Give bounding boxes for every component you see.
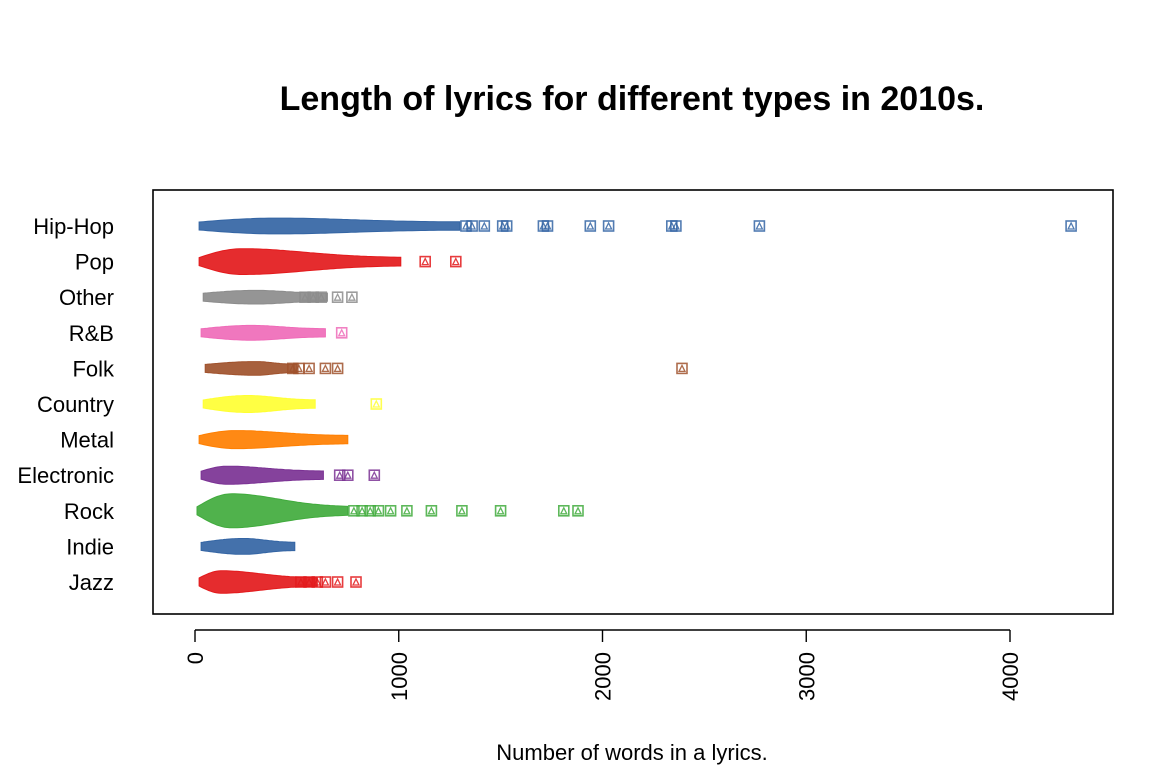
- outlier-rock-1: [356, 504, 368, 517]
- outlier-pop-0: [419, 255, 432, 268]
- outlier-hip-hop-8: [602, 220, 615, 232]
- category-label-indie: Indie: [66, 534, 114, 559]
- category-label-folk: Folk: [72, 356, 115, 381]
- x-tick-label-3000: 3000: [794, 652, 819, 701]
- outlier-electronic-0: [333, 469, 346, 482]
- density-other: [202, 289, 328, 305]
- density-metal: [198, 430, 349, 450]
- x-axis: 0 1000 2000 3000 4000: [183, 629, 1023, 701]
- outlier-r-b-0: [335, 326, 348, 339]
- category-label-metal: Metal: [60, 428, 114, 453]
- outlier-folk-2: [303, 362, 315, 375]
- x-tick-label-1000: 1000: [387, 652, 412, 701]
- density-country: [202, 395, 316, 413]
- density-hip-hop: [198, 217, 461, 235]
- x-tick-label-0: 0: [183, 652, 208, 664]
- category-label-rock: Rock: [64, 499, 115, 524]
- outlier-jazz-1: [303, 576, 315, 588]
- category-label-r-b: R&B: [69, 321, 114, 346]
- outlier-jazz-0: [295, 576, 307, 588]
- outlier-other-4: [346, 291, 358, 304]
- outlier-hip-hop-4: [500, 220, 513, 232]
- outlier-hip-hop-11: [753, 220, 766, 232]
- outlier-hip-hop-7: [584, 220, 597, 232]
- outlier-country-0: [370, 398, 383, 410]
- category-label-pop: Pop: [75, 250, 114, 275]
- outlier-folk-5: [676, 362, 688, 375]
- x-tick-label-2000: 2000: [591, 652, 616, 701]
- category-label-electronic: Electronic: [17, 463, 114, 488]
- x-axis-title: Number of words in a lyrics.: [496, 740, 767, 765]
- outlier-jazz-4: [331, 576, 344, 588]
- outlier-jazz-5: [350, 576, 362, 588]
- plot-frame: [152, 189, 1114, 615]
- outlier-folk-4: [331, 362, 344, 375]
- outlier-rock-9: [557, 504, 570, 517]
- outlier-hip-hop-2: [478, 220, 491, 232]
- density-pop: [198, 248, 402, 275]
- category-label-jazz: Jazz: [69, 570, 114, 595]
- category-label-country: Country: [37, 392, 114, 417]
- outlier-rock-3: [372, 504, 385, 517]
- outlier-hip-hop-12: [1065, 220, 1077, 232]
- plot-marks: [196, 217, 1077, 594]
- outlier-rock-0: [348, 504, 360, 517]
- outlier-rock-7: [456, 504, 468, 517]
- outlier-hip-hop-10: [670, 220, 682, 232]
- outlier-other-0: [299, 291, 311, 304]
- density-electronic: [200, 465, 324, 485]
- category-label-other: Other: [59, 285, 114, 310]
- outlier-rock-8: [494, 504, 507, 517]
- density-rock: [196, 493, 349, 529]
- outlier-rock-4: [384, 504, 397, 517]
- outlier-rock-10: [572, 504, 584, 517]
- outlier-other-1: [307, 291, 320, 304]
- outlier-folk-3: [319, 362, 332, 375]
- outlier-pop-1: [449, 255, 462, 268]
- outlier-rock-2: [364, 504, 377, 517]
- outlier-other-2: [315, 291, 328, 304]
- density-r-b: [200, 324, 326, 341]
- outlier-jazz-3: [319, 576, 332, 588]
- density-folk: [204, 361, 298, 376]
- outlier-electronic-2: [368, 469, 381, 482]
- outlier-hip-hop-1: [466, 220, 478, 232]
- category-label-hip-hop: Hip-Hop: [33, 214, 114, 239]
- outlier-electronic-1: [341, 469, 354, 482]
- outlier-rock-5: [401, 504, 413, 517]
- chart-title: Length of lyrics for different types in …: [280, 80, 985, 118]
- outlier-other-3: [331, 291, 344, 304]
- outlier-jazz-2: [311, 576, 324, 588]
- x-tick-label-4000: 4000: [998, 652, 1023, 701]
- outlier-hip-hop-6: [541, 220, 554, 232]
- density-indie: [200, 538, 296, 555]
- category-labels: Hip-Hop Pop Other R&B Folk Country Metal Electr…: [17, 214, 115, 595]
- outlier-rock-6: [425, 504, 438, 517]
